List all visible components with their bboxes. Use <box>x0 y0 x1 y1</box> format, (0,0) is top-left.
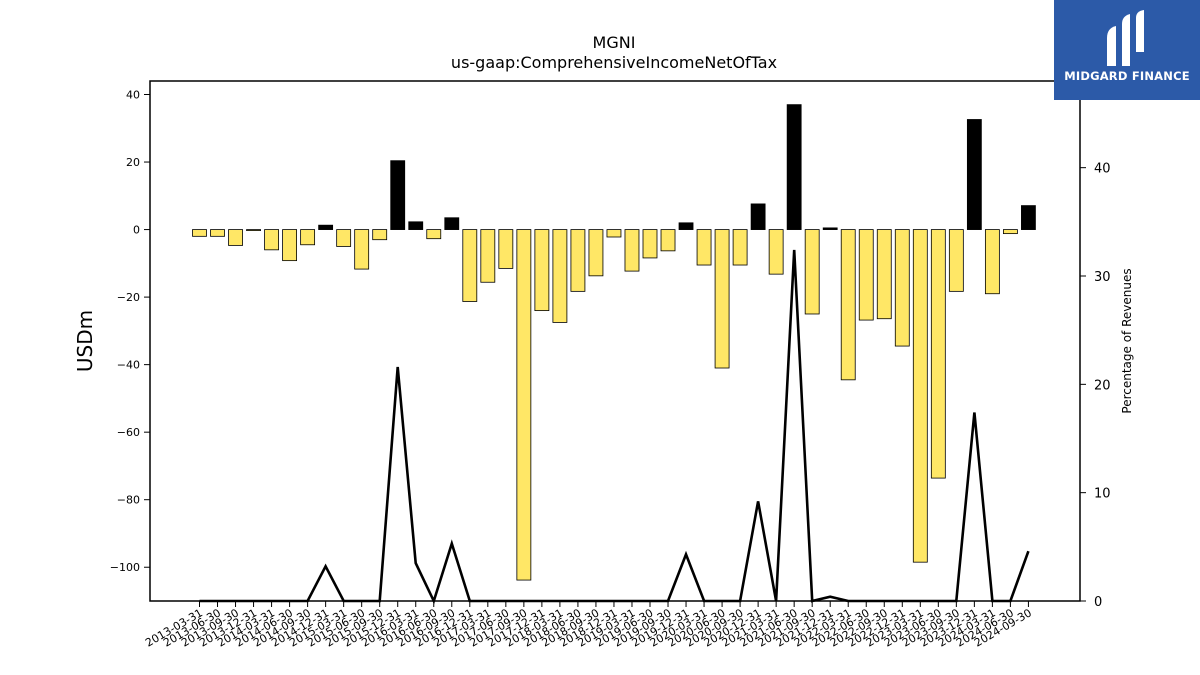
bar <box>282 229 298 262</box>
y-right-tick-label: 20 <box>1094 378 1111 393</box>
bar <box>570 229 586 292</box>
y-axis-label: USDm <box>73 310 97 372</box>
y-tick-label: −40 <box>117 359 140 372</box>
y-tick-label: −60 <box>117 426 140 439</box>
y-tick-label: −100 <box>110 561 140 574</box>
logo: MIDGARD FINANCE <box>1054 0 1200 100</box>
bar <box>624 229 640 272</box>
bar <box>1003 229 1018 235</box>
bar <box>444 217 460 230</box>
bar <box>642 229 658 259</box>
bar <box>678 222 694 230</box>
bar <box>858 229 874 321</box>
y-tick-label: 0 <box>133 224 140 237</box>
bar <box>516 229 532 581</box>
bar <box>228 229 243 246</box>
plot-frame <box>149 80 1081 602</box>
y-right-tick-label: 10 <box>1094 487 1111 502</box>
bars-group <box>192 104 1036 581</box>
bar <box>552 229 568 323</box>
bar <box>948 229 964 292</box>
bar <box>894 229 910 347</box>
bar <box>336 229 352 247</box>
chart-title: MGNI <box>593 33 636 52</box>
bar <box>588 229 604 277</box>
bar <box>354 229 370 270</box>
bar <box>804 229 820 315</box>
y-tick-label: −20 <box>117 291 140 304</box>
y-right-tick-label: 0 <box>1094 595 1102 610</box>
bar <box>840 229 856 381</box>
chart-subtitle: us-gaap:ComprehensiveIncomeNetOfTax <box>451 53 777 72</box>
bar <box>462 229 478 302</box>
bar <box>606 229 622 238</box>
y-right-tick-label: 30 <box>1094 270 1111 285</box>
bar <box>246 229 261 231</box>
y-axis-right-label: Percentage of Revenues <box>1120 268 1134 413</box>
bar <box>300 229 316 246</box>
bar <box>660 229 676 252</box>
bar <box>498 229 514 269</box>
bar <box>480 229 496 283</box>
bar <box>408 221 424 230</box>
bar <box>390 160 406 230</box>
bar <box>912 229 928 563</box>
bar <box>966 119 982 230</box>
bar <box>426 229 442 240</box>
bar <box>318 224 334 230</box>
bar <box>822 227 838 230</box>
y-right-tick-label: 40 <box>1094 162 1111 177</box>
bar <box>192 229 207 237</box>
bar <box>534 229 550 312</box>
bar <box>264 229 279 251</box>
bar <box>372 229 388 241</box>
y-tick-label: 20 <box>126 156 140 169</box>
bar <box>768 229 784 275</box>
bar <box>1021 205 1036 230</box>
bar <box>984 229 1000 295</box>
bar <box>876 229 892 320</box>
bar <box>786 104 802 230</box>
bar <box>696 229 712 266</box>
bar <box>714 229 730 369</box>
bar <box>930 229 946 479</box>
y-tick-label: 40 <box>126 89 140 102</box>
logo-mark-icon <box>1107 10 1144 66</box>
y-tick-label: −80 <box>117 494 140 507</box>
bar <box>750 203 766 230</box>
logo-text: MIDGARD FINANCE <box>1064 69 1190 83</box>
bar <box>210 229 225 237</box>
bar <box>732 229 748 266</box>
